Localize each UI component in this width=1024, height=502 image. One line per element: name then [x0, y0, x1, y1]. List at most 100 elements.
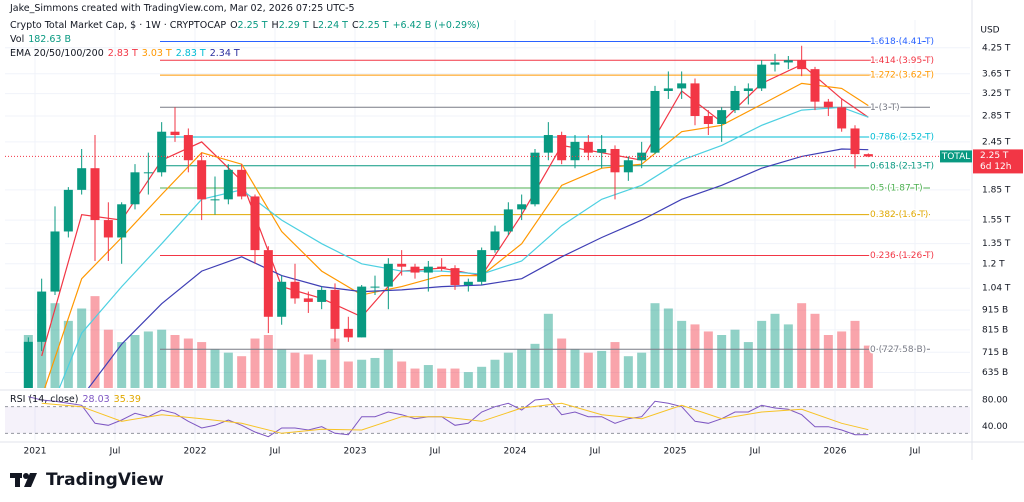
fib-label: 0.786 (2.52 T)	[870, 133, 934, 143]
volume-bar	[850, 320, 860, 388]
volume	[23, 296, 873, 388]
volume-bar	[170, 335, 180, 388]
candle-body	[623, 160, 633, 173]
volume-bar	[490, 359, 500, 388]
candle-body	[703, 116, 713, 125]
candle-body	[437, 266, 447, 269]
x-tick-label: Jul	[749, 447, 761, 457]
candle-body	[850, 128, 860, 155]
y-tick-label: 815 B	[982, 325, 1008, 335]
candle-body	[517, 204, 527, 210]
rsi-line	[28, 396, 869, 438]
volume-bar	[450, 368, 460, 388]
volume-bar	[663, 308, 673, 388]
ohlc-l: L2.24 T	[313, 20, 348, 31]
volume-bar	[183, 338, 193, 388]
x-tick-label: Jul	[429, 447, 441, 457]
volume-value: 182.63 B	[28, 34, 71, 45]
candle-body	[503, 209, 513, 232]
volume-bar	[717, 335, 727, 388]
volume-bar	[250, 338, 260, 388]
fib-label: 0.236 (1.26 T)	[870, 251, 934, 261]
volume-bar	[370, 357, 380, 388]
volume-bar	[557, 338, 567, 388]
volume-bar	[290, 352, 300, 388]
footer-brand: TradingView	[46, 470, 164, 490]
candle-body	[570, 141, 580, 161]
rsi-band	[5, 406, 970, 434]
volume-bar	[397, 361, 407, 388]
x-tick-label: 2024	[504, 447, 527, 457]
y-tick-label: 915 B	[982, 306, 1008, 316]
volume-bar	[210, 349, 220, 388]
fib-label: 0.382 (1.6 T)	[870, 210, 928, 220]
candle-body	[477, 250, 487, 282]
candle-body	[210, 199, 220, 201]
candle-body	[770, 62, 780, 65]
fib-label: 1.272 (3.62 T)	[870, 71, 934, 81]
x-tick-label: Jul	[109, 447, 121, 457]
volume-bar	[237, 356, 247, 388]
y-tick-label: 3.65 T	[982, 69, 1011, 79]
axes: 4.25 T 3.65 T 3.25 T 2.85 T 2.45 T 1.85 T 1.55…	[5, 43, 1023, 457]
candle-body	[383, 263, 393, 287]
y-tick-label: 2.85 T	[982, 112, 1011, 122]
candle-body	[810, 69, 820, 102]
candle-body	[757, 64, 767, 89]
rsi-pane: 80.00 40.00	[5, 396, 1008, 438]
candle-body	[90, 168, 100, 221]
rsi-tick-label: 80.00	[982, 396, 1008, 406]
volume-bar	[50, 303, 60, 388]
ema-value: 2.34 T	[209, 48, 240, 59]
legend-row: Crypto Total Market Cap, $ · 1W · CRYPTO…	[10, 20, 480, 31]
ema-line	[58, 106, 869, 388]
candle-body	[370, 286, 380, 288]
volume-bar	[130, 335, 140, 388]
candle-body	[183, 135, 193, 161]
ohlc-value: 2.25 T	[358, 20, 389, 31]
volume-bar	[863, 345, 873, 388]
rsi-label: RSI (14, close)	[10, 394, 79, 405]
x-tick-label: Jul	[269, 447, 281, 457]
volume-bar	[117, 342, 127, 388]
candle-body	[557, 135, 567, 161]
volume-bar	[423, 365, 433, 388]
volume-bar	[383, 349, 393, 388]
volume-bar	[343, 361, 353, 388]
rsi-ma-line	[41, 402, 869, 434]
volume-row: Vol 182.63 B	[10, 34, 71, 45]
candle-body	[423, 266, 433, 273]
volume-bar	[330, 338, 340, 388]
candle-body	[610, 148, 620, 173]
volume-bar	[810, 313, 820, 388]
fib-levels: 1.618 (4.41 T) 1.414 (3.95 T) 1.272 (3.62 …	[160, 35, 936, 356]
ema-value: 2.83 T	[107, 48, 138, 59]
volume-bar	[597, 350, 607, 388]
ema-lines	[41, 63, 869, 388]
volume-bar	[263, 335, 273, 388]
candle-body	[650, 90, 660, 153]
y-tick-label: 1.55 T	[982, 216, 1011, 226]
volume-bar	[77, 308, 87, 388]
candle-body	[397, 263, 407, 267]
volume-bar	[570, 349, 580, 388]
candle-body	[157, 131, 167, 173]
y-tick-label: 635 B	[982, 368, 1008, 378]
ohlc-c: C2.25 T	[352, 20, 389, 31]
candle-body	[730, 90, 740, 111]
volume-bar	[757, 320, 767, 388]
badge-price: 2.25 T	[980, 151, 1009, 161]
ohlc-value: 2.29 T	[278, 20, 309, 31]
volume-bar	[517, 349, 527, 388]
badge-price-bg	[973, 149, 1023, 174]
volume-bar	[157, 329, 167, 388]
badge-symbol-bg	[940, 150, 972, 163]
volume-bar	[650, 303, 660, 388]
ohlc-label: O	[230, 20, 238, 31]
candle-body	[490, 231, 500, 251]
volume-bar	[610, 342, 620, 388]
volume-bar	[623, 356, 633, 388]
ohlc-label: L	[312, 20, 318, 31]
